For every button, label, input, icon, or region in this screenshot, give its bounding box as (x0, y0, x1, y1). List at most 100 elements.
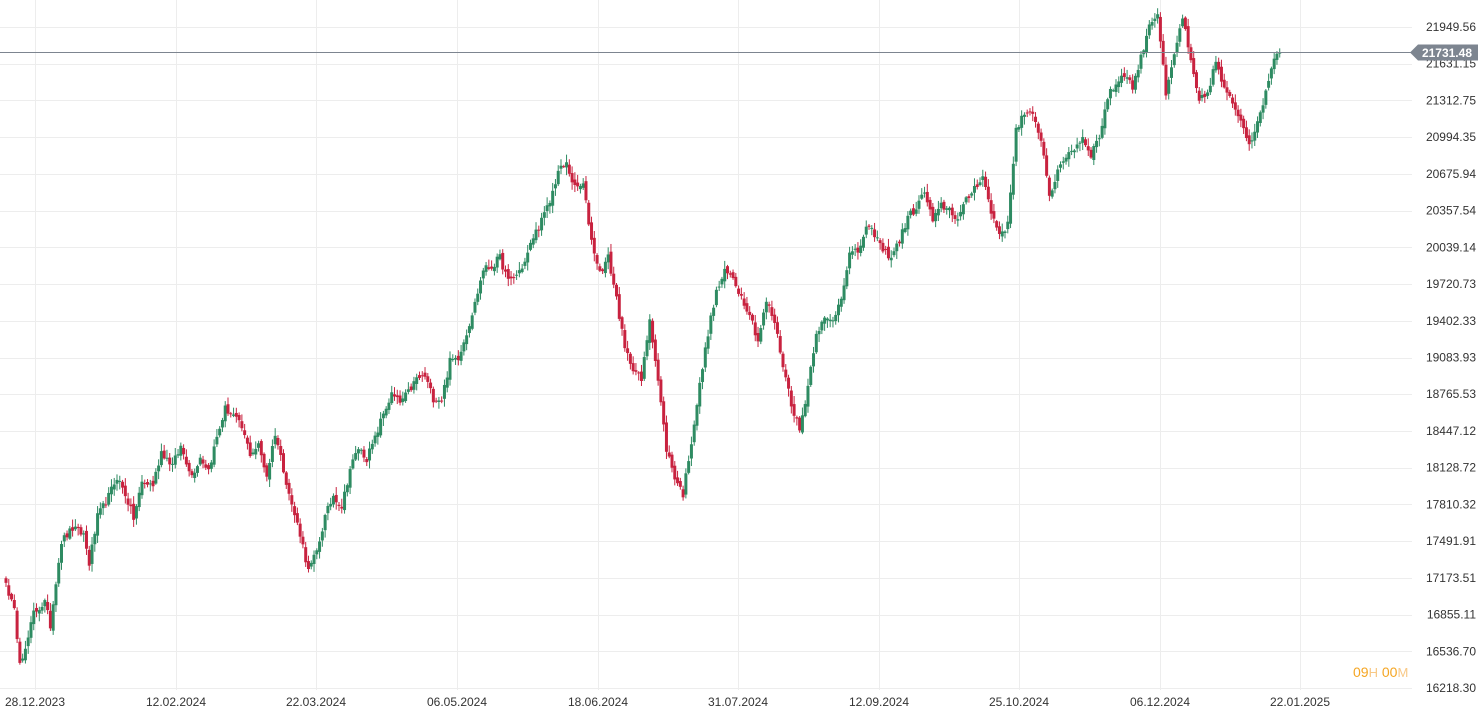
candle-body (925, 191, 929, 203)
candle-body (1236, 109, 1240, 117)
x-tick-label: 12.02.2024 (146, 695, 206, 709)
candle-body (898, 241, 902, 244)
candle (845, 266, 849, 290)
candle-body (756, 332, 760, 342)
candle (1161, 34, 1165, 66)
candle (193, 468, 197, 483)
candle (1269, 66, 1273, 85)
candle-body (787, 377, 791, 389)
candle-body (981, 176, 985, 181)
candle-body (334, 494, 338, 503)
candle (701, 367, 705, 390)
candle (928, 197, 932, 217)
candle-body (365, 459, 369, 463)
candle-body (770, 307, 774, 316)
candle-body (376, 432, 380, 437)
candle (923, 186, 927, 198)
candle (1120, 68, 1124, 88)
x-tick-label: 12.09.2024 (849, 695, 909, 709)
candle (873, 222, 877, 242)
candle (512, 273, 516, 284)
candle-body (359, 449, 363, 451)
candle (1256, 116, 1260, 138)
candle (129, 498, 133, 514)
candle-body (4, 578, 8, 583)
candle-body (1186, 26, 1190, 48)
candle (792, 396, 796, 423)
candle-body (850, 251, 854, 255)
candle (1053, 174, 1057, 194)
candle-body (93, 533, 97, 545)
candle-body (812, 353, 816, 367)
candle (273, 428, 277, 449)
candle-body (470, 315, 474, 329)
candle (1272, 53, 1276, 75)
candle (504, 265, 507, 278)
candle (1242, 115, 1246, 135)
candle (1172, 51, 1176, 68)
candle-body (892, 251, 896, 256)
candle-body (798, 417, 802, 431)
candle (1225, 80, 1229, 101)
candle (87, 545, 91, 571)
candle (326, 502, 330, 521)
candle-body (1081, 137, 1085, 143)
candle (1059, 161, 1062, 173)
candle-body (198, 457, 202, 465)
candle (1075, 137, 1079, 153)
candle (212, 439, 216, 468)
candle-body (645, 340, 649, 357)
candle-body (1211, 69, 1215, 85)
candle (903, 223, 907, 234)
candle-body (628, 353, 632, 364)
candle-body (673, 465, 677, 480)
candle (1239, 108, 1243, 128)
candle-body (54, 584, 58, 606)
candle (204, 459, 208, 471)
candle (837, 298, 840, 323)
candle-body (134, 506, 138, 519)
candle-body (931, 206, 935, 222)
candle (695, 403, 699, 431)
candle-body (121, 481, 125, 488)
candle-body (1059, 164, 1062, 168)
candle (1125, 69, 1129, 84)
candle (972, 178, 976, 201)
candle-body (520, 268, 524, 273)
candle-body (712, 307, 716, 316)
candle (495, 253, 499, 273)
candle-body (354, 453, 358, 460)
candle-body (84, 530, 88, 549)
candle-body (809, 366, 813, 385)
candle (60, 540, 63, 570)
candle (318, 537, 322, 559)
candle-body (681, 489, 685, 498)
candle (1258, 110, 1262, 127)
candle-body (703, 347, 707, 368)
candle (651, 318, 655, 349)
candle-body (528, 242, 532, 250)
candle-body (467, 326, 471, 334)
candle-body (601, 269, 605, 272)
candle (295, 507, 299, 526)
candle (329, 497, 333, 511)
candle (1139, 51, 1143, 74)
candles (4, 8, 1282, 665)
candle (634, 363, 638, 376)
candle (1014, 124, 1018, 167)
candle (850, 246, 854, 260)
candle (656, 353, 660, 386)
candle (93, 531, 97, 552)
candle-body (720, 278, 724, 285)
candle (931, 202, 935, 223)
candle (65, 530, 69, 541)
candle-body (51, 604, 55, 631)
candle-body (1239, 114, 1243, 121)
candle-body (1117, 81, 1121, 88)
candle-body (1192, 58, 1196, 75)
candle-body (473, 301, 477, 313)
candle (18, 637, 22, 665)
candle-body (573, 179, 577, 185)
candle-body (1250, 140, 1254, 142)
candle-body (223, 405, 227, 422)
